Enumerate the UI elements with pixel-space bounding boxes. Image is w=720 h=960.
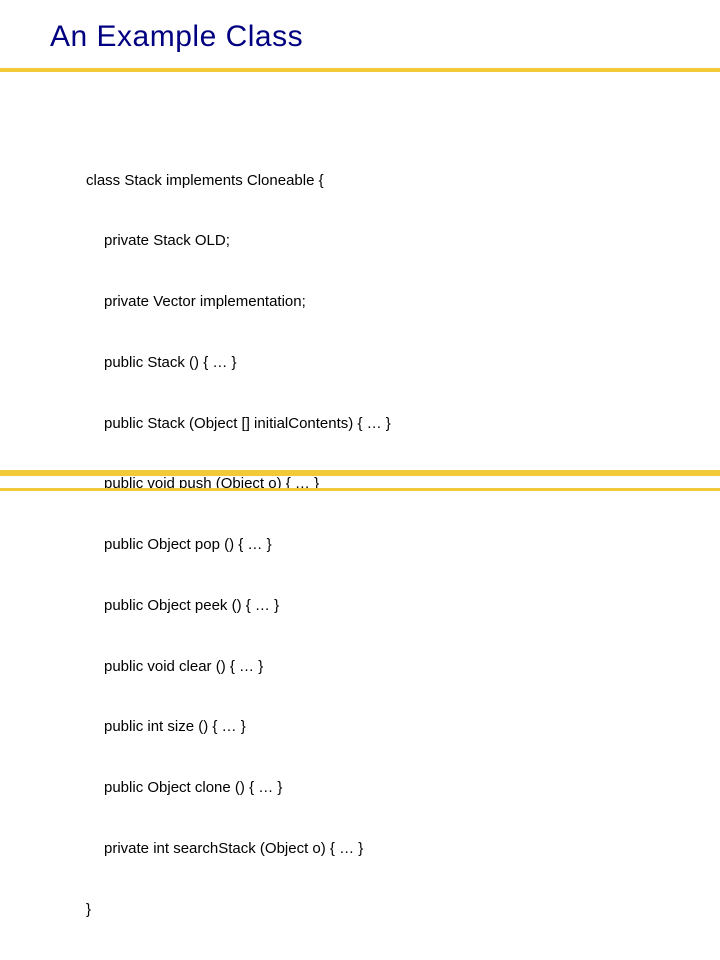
divider-top xyxy=(0,68,720,72)
slide-title: An Example Class xyxy=(50,20,303,54)
code-line: public Stack (Object [] initialContents)… xyxy=(86,414,391,434)
code-line: private Vector implementation; xyxy=(86,292,391,312)
code-line: public Object pop () { … } xyxy=(86,535,391,555)
code-line: private int searchStack (Object o) { … } xyxy=(86,839,391,859)
slide: An Example Class class Stack implements … xyxy=(0,0,720,540)
code-line: class Stack implements Cloneable { xyxy=(86,171,391,191)
code-line: public void clear () { … } xyxy=(86,657,391,677)
code-line: public Object peek () { … } xyxy=(86,596,391,616)
code-line: public Stack () { … } xyxy=(86,353,391,373)
code-block: class Stack implements Cloneable { priva… xyxy=(86,130,391,960)
code-line: public void push (Object o) { … } xyxy=(86,474,391,494)
divider-bottom-thin xyxy=(0,488,720,491)
code-line: public Object clone () { … } xyxy=(86,778,391,798)
code-line: private Stack OLD; xyxy=(86,231,391,251)
code-line: } xyxy=(86,900,391,920)
code-line: public int size () { … } xyxy=(86,717,391,737)
divider-bottom-thick xyxy=(0,470,720,476)
